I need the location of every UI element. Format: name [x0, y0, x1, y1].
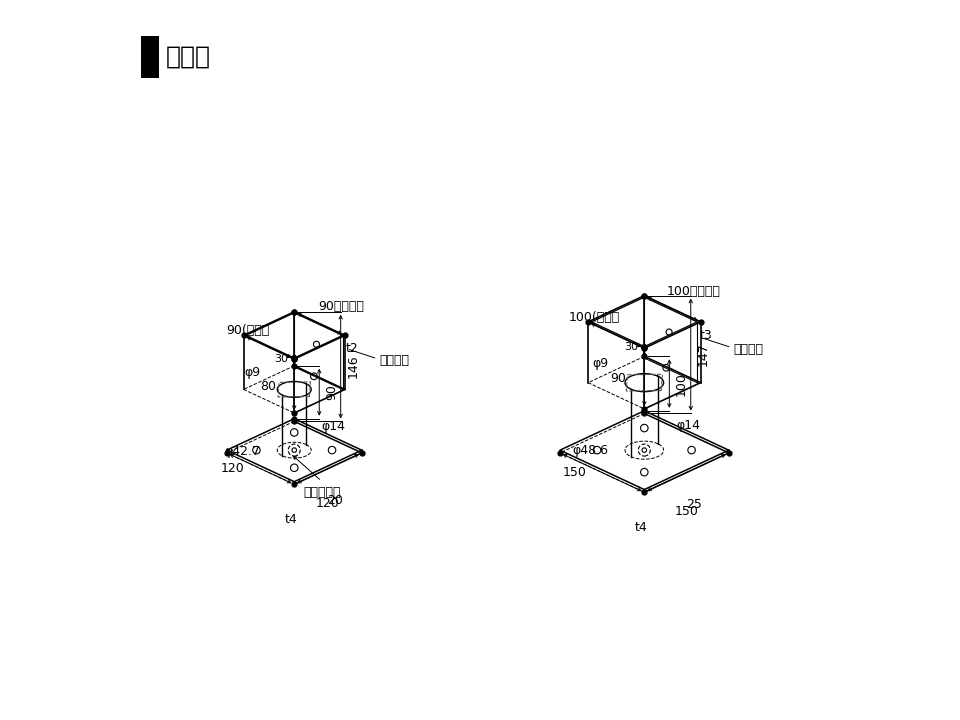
Text: 147: 147	[696, 343, 709, 366]
Text: φ42.7: φ42.7	[225, 445, 261, 458]
Text: φ14: φ14	[322, 420, 346, 433]
Text: 30: 30	[275, 354, 289, 364]
Text: 150: 150	[563, 466, 587, 479]
Text: 20: 20	[327, 494, 343, 507]
Text: 90: 90	[325, 384, 338, 400]
Text: 90(外寸）: 90(外寸）	[226, 323, 269, 336]
Text: 90: 90	[611, 372, 627, 385]
Text: φ48.6: φ48.6	[572, 444, 608, 457]
Text: 仕様図: 仕様図	[166, 45, 210, 68]
Text: 120: 120	[316, 498, 340, 510]
Text: 100(外寸）: 100(外寸）	[569, 311, 620, 324]
Text: 100（外寸）: 100（外寸）	[667, 285, 721, 298]
Text: 150: 150	[675, 505, 699, 518]
Text: 146: 146	[347, 355, 359, 379]
Text: 水抜き穴: 水抜き穴	[732, 343, 763, 356]
Text: 90（外寸）: 90（外寸）	[318, 300, 364, 313]
Text: φ9: φ9	[592, 357, 608, 370]
Text: 30: 30	[625, 343, 638, 352]
Text: t4: t4	[635, 521, 647, 534]
Text: 120: 120	[221, 462, 245, 475]
Text: 80: 80	[260, 379, 276, 392]
Text: φ9: φ9	[245, 366, 261, 379]
FancyBboxPatch shape	[140, 36, 158, 78]
Text: t3: t3	[700, 329, 713, 342]
Text: 仮止め用穴: 仮止め用穴	[303, 486, 341, 499]
Text: 水抜き穴: 水抜き穴	[379, 354, 409, 367]
Text: t4: t4	[284, 513, 297, 526]
Text: t2: t2	[346, 342, 359, 355]
Text: 25: 25	[685, 498, 702, 510]
Text: φ14: φ14	[676, 419, 700, 432]
Text: 100: 100	[675, 372, 688, 395]
